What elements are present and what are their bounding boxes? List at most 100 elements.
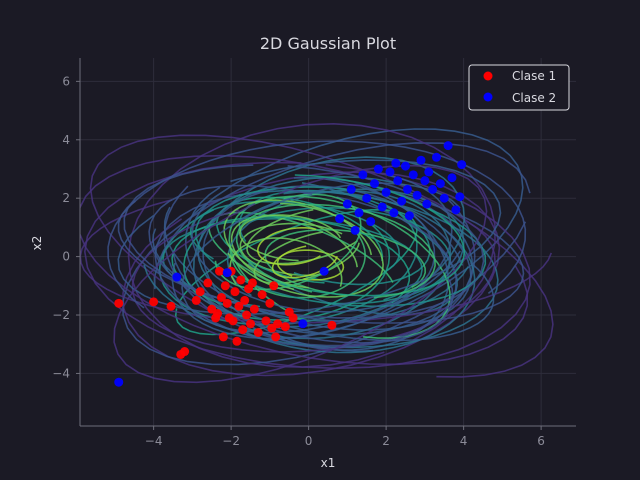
point-clase-2 — [358, 170, 368, 180]
density-contours — [80, 122, 554, 384]
point-clase-2 — [381, 187, 391, 197]
point-clase-1 — [288, 313, 298, 323]
point-clase-1 — [271, 332, 281, 342]
point-clase-2 — [404, 211, 414, 221]
point-clase-1 — [114, 298, 124, 308]
y-tick-label: 4 — [62, 133, 70, 147]
point-clase-2 — [373, 164, 383, 174]
point-clase-2 — [408, 170, 418, 180]
point-clase-2 — [424, 167, 434, 177]
y-axis-label: x2 — [30, 236, 44, 251]
point-clase-1 — [218, 332, 228, 342]
chart-title: 2D Gaussian Plot — [260, 34, 396, 53]
point-clase-1 — [216, 292, 226, 302]
point-clase-2 — [172, 272, 182, 282]
point-clase-1 — [236, 275, 246, 285]
contour-line — [246, 208, 359, 265]
point-clase-2 — [319, 266, 329, 276]
point-clase-1 — [215, 266, 224, 276]
point-clase-2 — [366, 217, 376, 227]
x-tick-label: −4 — [145, 434, 163, 448]
point-clase-1 — [257, 290, 267, 300]
point-clase-1 — [191, 295, 201, 305]
point-clase-2 — [412, 190, 422, 200]
point-clase-1 — [238, 325, 248, 335]
contour-line — [235, 203, 436, 299]
x-axis-label: x1 — [321, 456, 336, 470]
point-clase-2 — [377, 202, 387, 212]
y-tick-label: −4 — [52, 366, 70, 380]
legend-label-clase-2: Clase 2 — [512, 91, 556, 105]
point-clase-2 — [401, 161, 410, 171]
point-clase-2 — [439, 193, 449, 203]
point-clase-1 — [222, 298, 232, 308]
point-clase-1 — [280, 322, 290, 332]
axis-ticks: −4 −2 0 2 4 6 −4 −2 0 2 4 6 — [52, 74, 545, 448]
point-clase-2 — [451, 205, 461, 215]
point-clase-1 — [261, 316, 271, 326]
point-clase-2 — [432, 152, 441, 162]
legend-box — [468, 64, 570, 111]
contour-line — [113, 164, 488, 384]
point-clase-1 — [149, 297, 159, 307]
contour-line — [148, 184, 454, 344]
contour-line — [256, 227, 321, 266]
contour-line — [163, 206, 472, 331]
y-tick-label: 0 — [62, 250, 70, 264]
point-clase-2 — [435, 179, 445, 189]
point-clase-1 — [253, 328, 263, 338]
point-clase-1 — [203, 278, 213, 288]
y-tick-label: −2 — [52, 308, 70, 322]
point-clase-2 — [455, 192, 465, 202]
point-clase-1 — [220, 281, 230, 291]
point-clase-1 — [273, 319, 283, 329]
contour-line — [154, 191, 457, 349]
point-clase-1 — [230, 287, 240, 297]
point-clase-1 — [232, 336, 242, 346]
y-tick-label: 2 — [62, 191, 70, 205]
contour-line — [80, 154, 528, 366]
point-clase-2 — [422, 199, 432, 209]
point-clase-1 — [249, 304, 259, 314]
point-clase-2 — [222, 268, 232, 278]
legend-label-clase-1: Clase 1 — [512, 69, 556, 83]
point-clase-2 — [447, 173, 457, 183]
point-clase-2 — [391, 158, 401, 168]
point-clase-1 — [269, 281, 279, 291]
point-clase-2 — [389, 208, 399, 218]
axes — [79, 58, 576, 427]
contour-line — [117, 194, 525, 324]
x-tick-label: −2 — [222, 434, 240, 448]
point-clase-1 — [213, 309, 223, 319]
point-clase-2 — [416, 155, 426, 165]
contour-line — [239, 214, 342, 262]
point-clase-1 — [242, 310, 252, 320]
contour-line — [89, 134, 554, 378]
point-clase-2 — [428, 184, 438, 194]
contour-line — [181, 182, 461, 334]
point-clase-1 — [228, 316, 238, 326]
scatter-points — [114, 141, 467, 387]
legend-marker-clase-2 — [483, 92, 493, 102]
point-clase-1 — [240, 295, 250, 305]
x-tick-label: 4 — [460, 434, 468, 448]
contour-line — [152, 228, 495, 342]
point-clase-2 — [298, 319, 308, 329]
point-clase-1 — [180, 347, 190, 357]
grid-lines — [80, 58, 576, 426]
contour-line — [273, 174, 466, 297]
point-clase-2 — [114, 377, 124, 387]
legend-marker-clase-1 — [483, 71, 493, 81]
x-tick-label: 6 — [537, 434, 545, 448]
point-clase-2 — [443, 141, 453, 151]
x-tick-label: 0 — [305, 434, 313, 448]
contour-line — [214, 193, 362, 291]
contour-line — [107, 140, 527, 309]
point-clase-1 — [265, 298, 275, 308]
contour-line — [195, 186, 487, 308]
y-tick-label: 6 — [62, 74, 70, 88]
point-clase-1 — [166, 301, 176, 311]
point-clase-1 — [234, 301, 244, 311]
contour-line — [123, 164, 485, 319]
